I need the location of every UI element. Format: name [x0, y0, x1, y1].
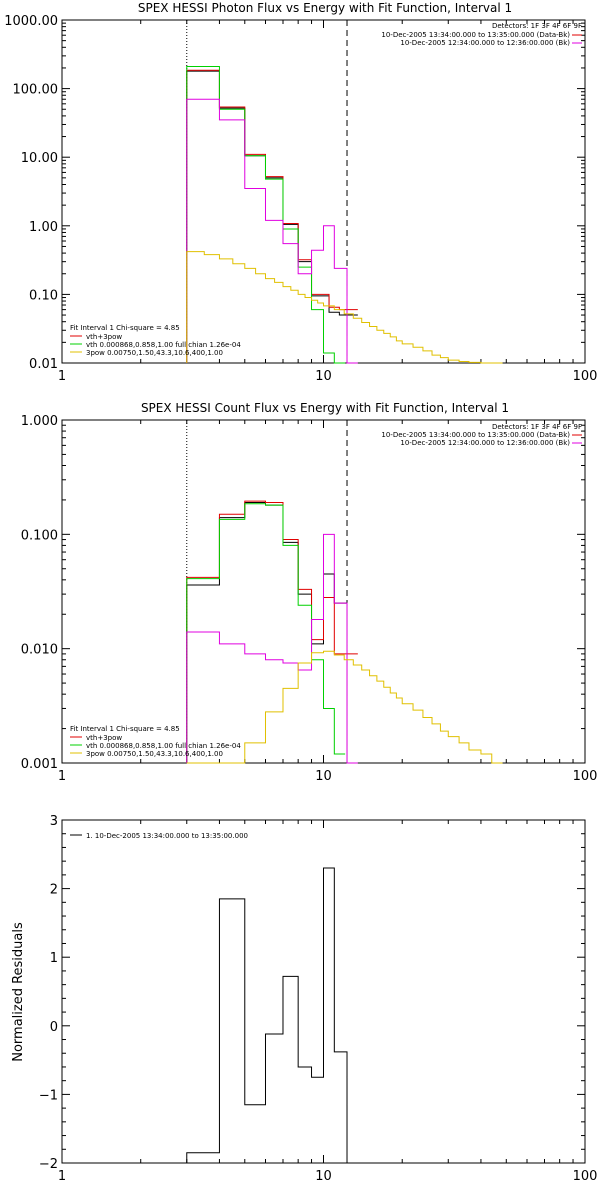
count-legend-detectors: Detectors: 1F 3F 4F 6F 9F [492, 423, 582, 431]
y-tick-label: −1 [39, 1088, 58, 1103]
y-tick-label: 0.010 [21, 643, 58, 658]
series-line-4 [186, 251, 503, 364]
count-legend-total: vth+3pow [86, 734, 122, 742]
x-tick-label: 100 [573, 1169, 598, 1184]
x-tick-label: 10 [315, 369, 332, 384]
x-tick-label: 10 [315, 1169, 332, 1184]
x-tick-label: 100 [573, 369, 598, 384]
photon-legend-fit: Fit Interval 1 Chi-square = 4.85 [70, 324, 180, 332]
photon-legend-bk: 10-Dec-2005 12:34:00.000 to 12:36:00.000… [400, 39, 570, 47]
photon-chart-title: SPEX HESSI Photon Flux vs Energy with Fi… [138, 1, 512, 15]
photon-legend-detectors: Detectors: 1F 3F 4F 6F 9F [492, 22, 582, 30]
photon-bottom-legend: Fit Interval 1 Chi-square = 4.85 vth+3po… [70, 324, 241, 357]
residuals-axis-ticks: 1 10 100 −2 −1 0 1 2 3 [39, 814, 598, 1184]
photon-series [186, 66, 503, 364]
photon-legend-vth: vth 0.000868,0.858,1.00 full chian 1.26e… [86, 341, 241, 349]
residuals-y-label: Normalized Residuals [11, 922, 26, 1062]
x-tick-label: 10 [315, 769, 332, 784]
photon-legend-3pow: 3pow 0.00750,1.50,43.3,10.6,400,1.00 [86, 349, 223, 357]
y-tick-label: 1.00 [29, 220, 58, 235]
count-flux-panel: SPEX HESSI Count Flux vs Energy with Fit… [21, 401, 598, 784]
x-tick-label: 1 [58, 1169, 66, 1184]
series-line-0 [186, 501, 358, 764]
residuals-legend-label: 1. 10-Dec-2005 13:34:00.000 to 13:35:00.… [86, 832, 248, 840]
series-line-3 [186, 98, 358, 364]
y-tick-label: 10.00 [21, 151, 58, 166]
y-tick-label: 0.10 [29, 288, 58, 303]
series-line-1 [186, 69, 358, 363]
count-legend-fit: Fit Interval 1 Chi-square = 4.85 [70, 725, 180, 733]
residuals-series [186, 867, 358, 1164]
y-tick-label: 0.01 [29, 357, 58, 372]
photon-axis-ticks: 1 10 100 0.01 0.10 1.00 10.00 100.00 1000.00 [4, 14, 597, 384]
y-tick-label: 1000.00 [4, 14, 58, 29]
series-line-0 [186, 867, 358, 1164]
series-line-1 [186, 500, 358, 763]
x-tick-label: 1 [58, 769, 66, 784]
count-top-legend: Detectors: 1F 3F 4F 6F 9F 10-Dec-2005 13… [381, 423, 582, 447]
count-bottom-legend: Fit Interval 1 Chi-square = 4.85 vth+3po… [70, 725, 241, 758]
photon-legend-data-bk: 10-Dec-2005 13:34:00.000 to 13:35:00.000… [381, 31, 570, 39]
count-axis-ticks: 1 10 100 0.001 0.010 0.100 1.000 [21, 414, 598, 784]
y-tick-label: 1.000 [21, 414, 58, 429]
x-tick-label: 100 [573, 769, 598, 784]
y-tick-label: 0.001 [21, 757, 58, 772]
count-legend-bk: 10-Dec-2005 12:34:00.000 to 12:36:00.000… [400, 439, 570, 447]
series-line-4 [186, 650, 503, 764]
series-line-3 [186, 533, 358, 764]
photon-flux-panel: SPEX HESSI Photon Flux vs Energy with Fi… [4, 1, 597, 384]
y-tick-label: 100.00 [13, 83, 59, 98]
y-tick-label: 0 [50, 1020, 58, 1035]
count-legend-vth: vth 0.000868,0.858,1.00 full chian 1.26e… [86, 742, 241, 750]
y-tick-label: −2 [39, 1157, 58, 1172]
residuals-legend: 1. 10-Dec-2005 13:34:00.000 to 13:35:00.… [70, 832, 248, 840]
photon-top-legend: Detectors: 1F 3F 4F 6F 9F 10-Dec-2005 13… [381, 22, 582, 47]
y-tick-label: 3 [50, 814, 58, 829]
y-tick-label: 0.100 [21, 528, 58, 543]
y-tick-label: 2 [50, 883, 58, 898]
series-line-2 [186, 503, 346, 763]
count-legend-data-bk: 10-Dec-2005 13:34:00.000 to 13:35:00.000… [381, 431, 570, 439]
residuals-panel: Normalized Residuals 1 10 100 −2 −1 0 1 2 3 1. 1… [11, 814, 597, 1184]
count-series [186, 500, 503, 764]
photon-legend-total: vth+3pow [86, 333, 122, 341]
count-legend-3pow: 3pow 0.00750,1.50,43.3,10.6,400,1.00 [86, 750, 223, 758]
count-chart-title: SPEX HESSI Count Flux vs Energy with Fit… [141, 401, 509, 415]
x-tick-label: 1 [58, 369, 66, 384]
y-tick-label: 1 [50, 951, 58, 966]
series-line-0 [186, 70, 358, 363]
